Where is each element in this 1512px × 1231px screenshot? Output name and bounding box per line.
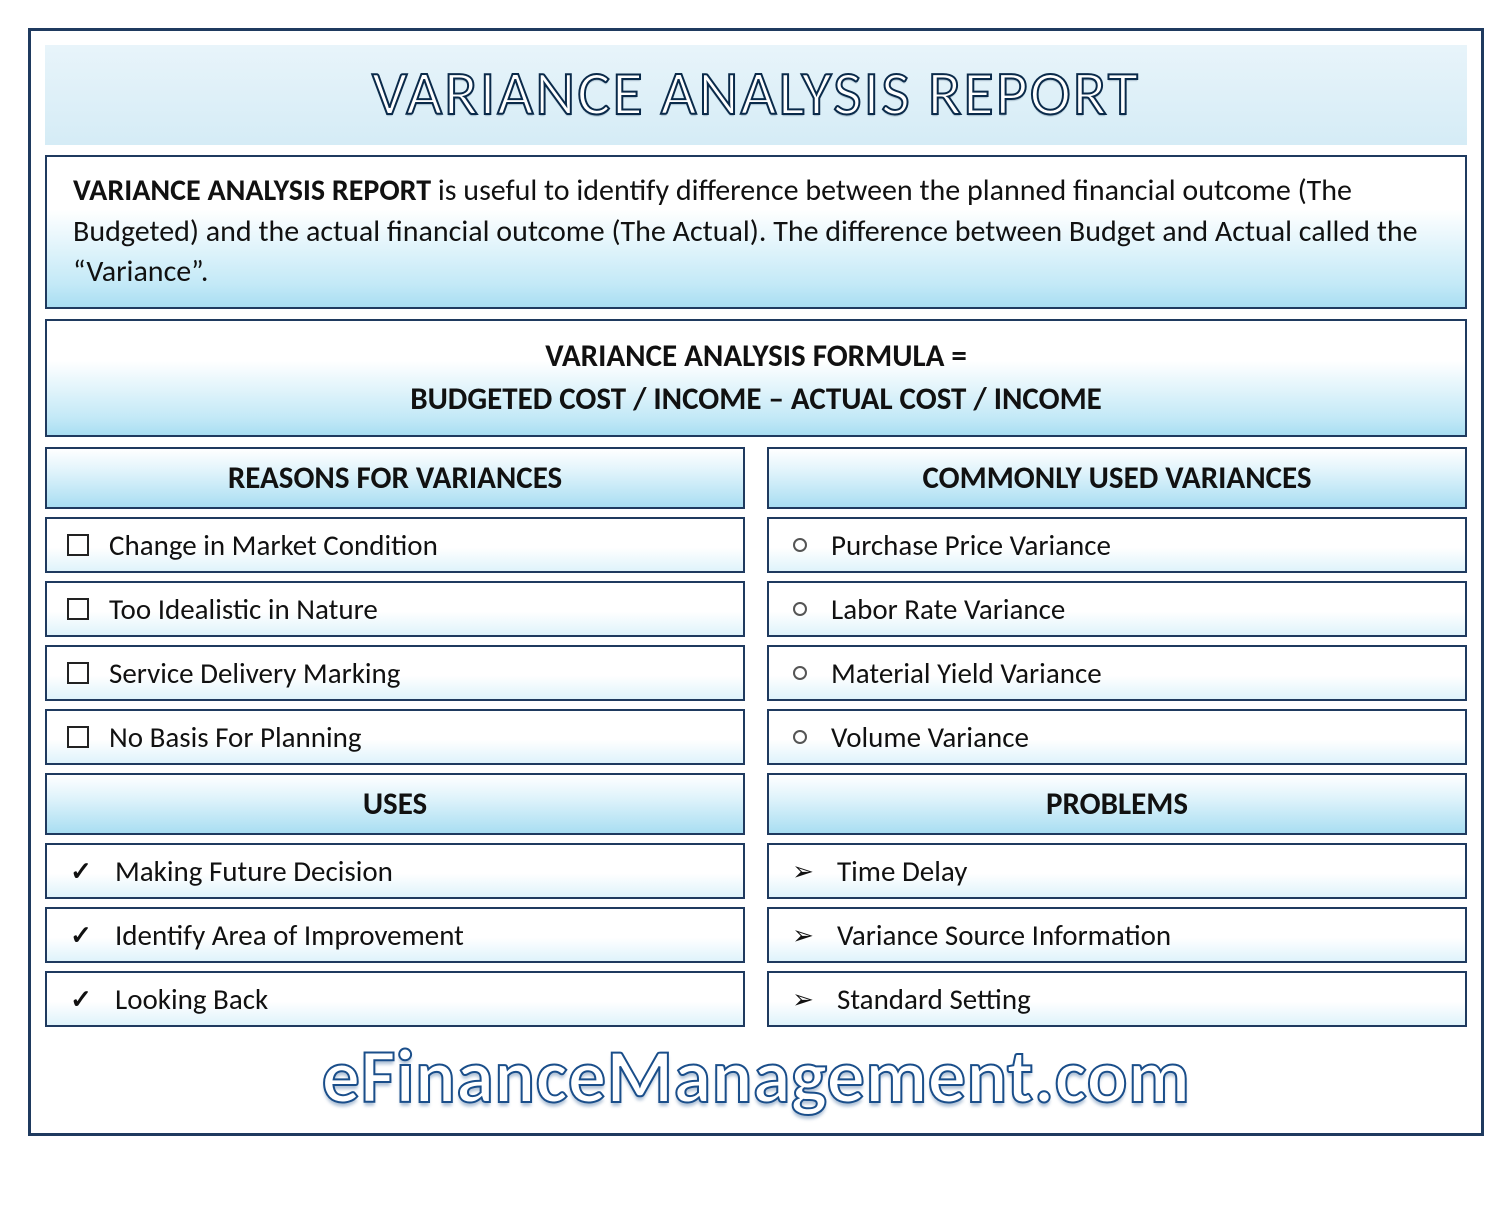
item-label: Too Idealistic in Nature bbox=[109, 591, 378, 627]
formula-line-1: VARIANCE ANALYSIS FORMULA = bbox=[73, 335, 1439, 378]
item-label: Change in Market Condition bbox=[109, 527, 438, 563]
square-bullet-icon bbox=[67, 534, 89, 556]
item-label: Time Delay bbox=[837, 853, 967, 889]
circle-bullet-icon bbox=[793, 666, 807, 680]
footer: eFinanceManagement.com bbox=[45, 1027, 1467, 1133]
list-item: Looking Back bbox=[45, 971, 745, 1027]
list-item: Making Future Decision bbox=[45, 843, 745, 899]
list-item: Service Delivery Marking bbox=[45, 645, 745, 701]
circle-bullet-icon bbox=[793, 730, 807, 744]
list-item: Labor Rate Variance bbox=[767, 581, 1467, 637]
item-label: Material Yield Variance bbox=[831, 655, 1102, 691]
list-item: Time Delay bbox=[767, 843, 1467, 899]
item-label: No Basis For Planning bbox=[109, 719, 362, 755]
page-title: VARIANCE ANALYSIS REPORT bbox=[63, 55, 1449, 131]
circle-bullet-icon bbox=[793, 538, 807, 552]
item-label: Standard Setting bbox=[837, 981, 1031, 1017]
list-item: Standard Setting bbox=[767, 971, 1467, 1027]
item-label: Variance Source Information bbox=[837, 917, 1171, 953]
list-item: Material Yield Variance bbox=[767, 645, 1467, 701]
square-bullet-icon bbox=[67, 662, 89, 684]
circle-bullet-icon bbox=[793, 602, 807, 616]
list-item: Volume Variance bbox=[767, 709, 1467, 765]
description-panel: VARIANCE ANALYSIS REPORT is useful to id… bbox=[45, 155, 1467, 309]
check-bullet-icon bbox=[67, 919, 95, 951]
item-label: Purchase Price Variance bbox=[831, 527, 1111, 563]
description-text: VARIANCE ANALYSIS REPORT is useful to id… bbox=[73, 171, 1439, 293]
right-column: COMMONLY USED VARIANCES Purchase Price V… bbox=[767, 447, 1467, 1027]
formula-line-2: BUDGETED COST / INCOME – ACTUAL COST / I… bbox=[73, 378, 1439, 421]
list-item: Variance Source Information bbox=[767, 907, 1467, 963]
description-lead: VARIANCE ANALYSIS REPORT bbox=[73, 172, 431, 209]
section-heading-common-variances: COMMONLY USED VARIANCES bbox=[767, 447, 1467, 509]
list-item: No Basis For Planning bbox=[45, 709, 745, 765]
list-item: Too Idealistic in Nature bbox=[45, 581, 745, 637]
square-bullet-icon bbox=[67, 598, 89, 620]
title-bar: VARIANCE ANALYSIS REPORT bbox=[45, 45, 1467, 145]
arrow-bullet-icon bbox=[789, 855, 817, 887]
columns: REASONS FOR VARIANCES Change in Market C… bbox=[45, 447, 1467, 1027]
formula-panel: VARIANCE ANALYSIS FORMULA = BUDGETED COS… bbox=[45, 319, 1467, 438]
footer-brand: eFinanceManagement.com bbox=[45, 1031, 1467, 1123]
infographic-frame: VARIANCE ANALYSIS REPORT VARIANCE ANALYS… bbox=[28, 28, 1484, 1136]
arrow-bullet-icon bbox=[789, 983, 817, 1015]
left-column: REASONS FOR VARIANCES Change in Market C… bbox=[45, 447, 745, 1027]
section-heading-uses: USES bbox=[45, 773, 745, 835]
item-label: Service Delivery Marking bbox=[109, 655, 400, 691]
check-bullet-icon bbox=[67, 983, 95, 1015]
list-item: Identify Area of Improvement bbox=[45, 907, 745, 963]
check-bullet-icon bbox=[67, 855, 95, 887]
item-label: Making Future Decision bbox=[115, 853, 393, 889]
item-label: Labor Rate Variance bbox=[831, 591, 1065, 627]
list-item: Change in Market Condition bbox=[45, 517, 745, 573]
list-item: Purchase Price Variance bbox=[767, 517, 1467, 573]
item-label: Looking Back bbox=[115, 981, 268, 1017]
item-label: Volume Variance bbox=[831, 719, 1029, 755]
item-label: Identify Area of Improvement bbox=[115, 917, 464, 953]
square-bullet-icon bbox=[67, 726, 89, 748]
arrow-bullet-icon bbox=[789, 919, 817, 951]
section-heading-reasons: REASONS FOR VARIANCES bbox=[45, 447, 745, 509]
section-heading-problems: PROBLEMS bbox=[767, 773, 1467, 835]
